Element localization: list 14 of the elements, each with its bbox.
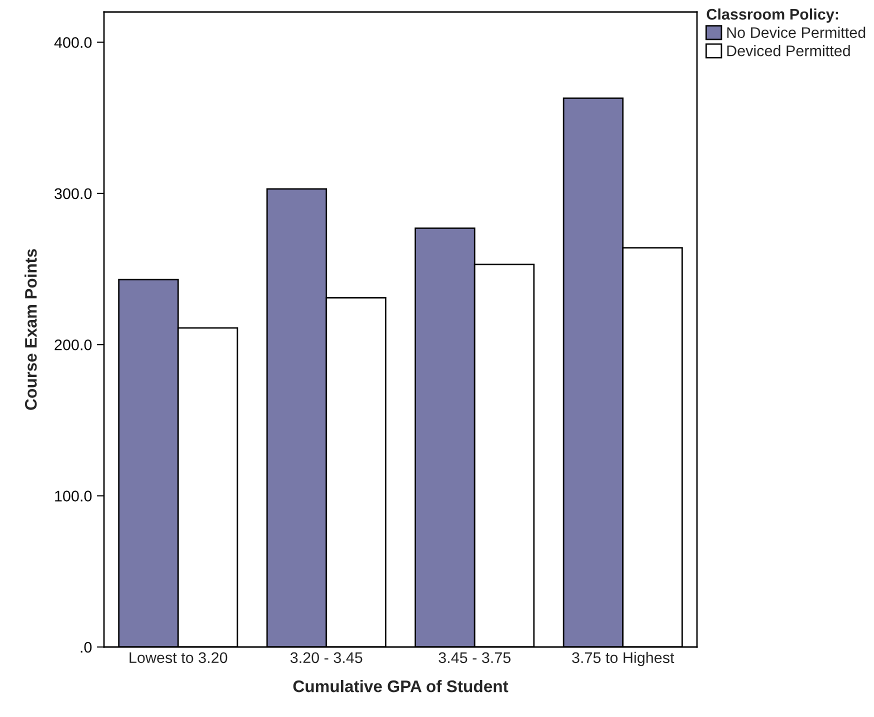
x-axis-title: Cumulative GPA of Student <box>293 680 508 692</box>
x-tick-label: 3.75 to Highest <box>572 652 674 666</box>
y-axis-title: Course Exam Points <box>24 249 37 410</box>
y-tick-label: 100.0 <box>55 490 92 502</box>
x-tick-label: Lowest to 3.20 <box>130 652 228 664</box>
legend-title: Classroom Policy: <box>706 8 838 23</box>
legend-label: Deviced Permitted <box>727 45 850 56</box>
y-tick-label: 300.0 <box>54 188 92 200</box>
y-tick-label: 200.0 <box>54 339 92 350</box>
y-tick-label: .0 <box>80 642 92 653</box>
y-tick-label: 400.0 <box>54 37 92 48</box>
x-tick-label: 3.20 - 3.45 <box>290 652 362 664</box>
legend-label: No Device Permitted <box>727 26 866 38</box>
x-tick-label: 3.45 - 3.75 <box>438 652 511 664</box>
